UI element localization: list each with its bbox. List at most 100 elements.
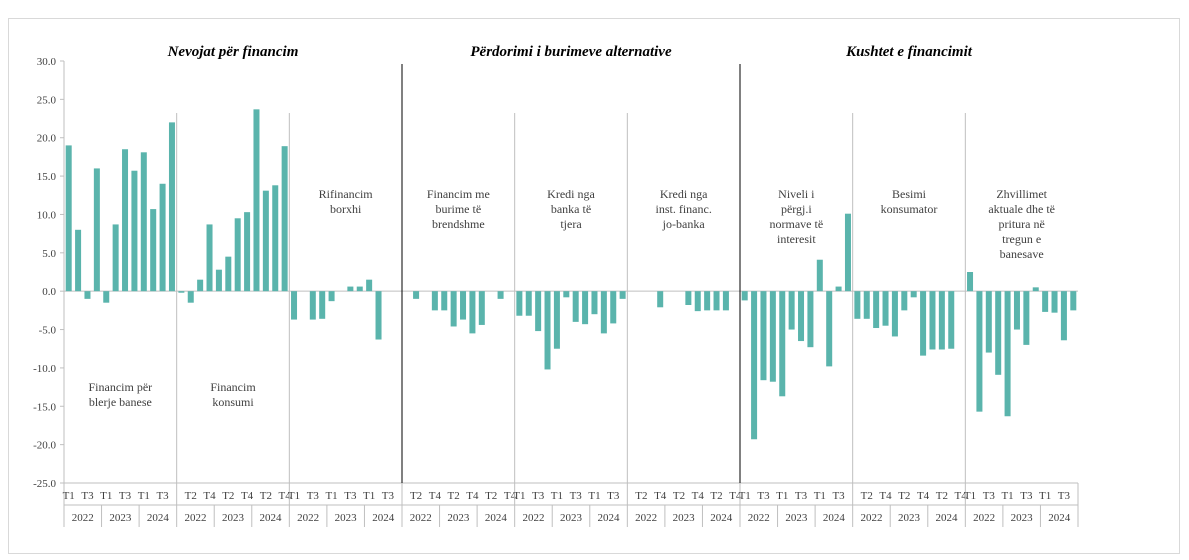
- x-tick-label: T1: [964, 490, 976, 502]
- x-tick-label: T4: [429, 490, 442, 502]
- x-tick-label: T1: [363, 490, 375, 502]
- bar: [882, 291, 889, 326]
- bar: [234, 218, 241, 292]
- bar: [328, 291, 335, 302]
- panel-label-line: konsumator: [881, 202, 938, 216]
- x-year-label: 2024: [936, 512, 959, 524]
- bar: [206, 224, 213, 292]
- bar: [760, 291, 767, 381]
- bar: [591, 291, 598, 315]
- bar: [112, 224, 119, 292]
- x-tick-label: T4: [504, 490, 517, 502]
- x-tick-label: T1: [63, 490, 75, 502]
- x-tick-label: T1: [814, 490, 826, 502]
- bar: [253, 109, 260, 292]
- x-tick-label: T4: [917, 490, 930, 502]
- x-year-label: 2024: [372, 512, 395, 524]
- y-tick-label: 15.0: [37, 171, 57, 183]
- x-tick-label: T3: [570, 490, 583, 502]
- x-tick-label: T3: [983, 490, 996, 502]
- x-year-label: 2023: [447, 512, 470, 524]
- bar: [751, 291, 758, 440]
- x-year-label: 2022: [522, 512, 544, 524]
- panel-label-line: Financim: [210, 380, 256, 394]
- panel-label-line: Zhvillimet: [996, 187, 1047, 201]
- x-tick-label: T4: [279, 490, 292, 502]
- y-tick-label: 0.0: [42, 286, 56, 298]
- x-tick-label: T2: [936, 490, 948, 502]
- bar: [704, 291, 711, 311]
- bar: [563, 291, 570, 298]
- y-tick-label: 10.0: [37, 209, 57, 221]
- panel-label-line: Financim me: [427, 187, 490, 201]
- x-tick-label: T3: [156, 490, 169, 502]
- bar: [319, 291, 326, 319]
- bar: [788, 291, 795, 330]
- x-year-label: 2022: [184, 512, 206, 524]
- panel-label-line: aktuale dhe të: [988, 202, 1055, 216]
- x-year-label: 2024: [710, 512, 733, 524]
- x-tick-label: T2: [673, 490, 685, 502]
- bar: [431, 291, 438, 311]
- x-tick-label: T2: [898, 490, 910, 502]
- panel-label: Financim me burime të brendshme: [427, 187, 490, 231]
- bar: [891, 291, 898, 337]
- y-tick-label: -15.0: [33, 401, 56, 413]
- y-tick-label: -20.0: [33, 440, 56, 452]
- x-year-label: 2022: [748, 512, 770, 524]
- x-year-label: 2023: [222, 512, 245, 524]
- bar: [178, 291, 185, 293]
- panel-label: Besimi konsumator: [881, 187, 938, 216]
- x-tick-label: T1: [739, 490, 751, 502]
- panel-label-line: borxhi: [330, 202, 362, 216]
- x-tick-label: T2: [448, 490, 460, 502]
- bar: [976, 291, 983, 412]
- bar: [168, 122, 175, 292]
- bar: [309, 291, 316, 320]
- bar: [93, 168, 100, 292]
- bar: [600, 291, 607, 334]
- bar: [366, 279, 373, 292]
- bar: [854, 291, 861, 319]
- x-year-label: 2022: [297, 512, 319, 524]
- panel-label: Zhvillimet aktuale dhe të pritura në tregun…: [988, 187, 1055, 261]
- x-tick-label: T3: [119, 490, 132, 502]
- x-tick-label: T4: [466, 490, 479, 502]
- bar: [84, 291, 91, 299]
- bar: [985, 291, 992, 353]
- bar: [356, 286, 363, 292]
- x-tick-label: T1: [288, 490, 300, 502]
- bar: [741, 291, 748, 301]
- bar: [1060, 291, 1067, 341]
- bar: [75, 229, 82, 292]
- bar: [460, 291, 467, 320]
- bar: [722, 291, 729, 311]
- bar: [835, 286, 842, 292]
- x-year-label: 2023: [335, 512, 358, 524]
- x-tick-label: T2: [260, 490, 272, 502]
- bar: [948, 291, 955, 349]
- x-tick-label: T1: [513, 490, 525, 502]
- bar: [901, 291, 908, 311]
- bar: [929, 291, 936, 350]
- x-year-label: 2022: [635, 512, 657, 524]
- group-title: Përdorimi i burimeve alternative: [470, 44, 672, 60]
- x-year-label: 2022: [410, 512, 432, 524]
- panel-label-line: tregun e: [1002, 232, 1041, 246]
- bar: [478, 291, 485, 325]
- panel-label-line: Besimi: [892, 187, 927, 201]
- group-title: Kushtet e financimit: [845, 44, 973, 60]
- x-year-label: 2023: [785, 512, 808, 524]
- panel-label-line: blerje banese: [89, 395, 152, 409]
- panel-label-line: Financim për: [89, 380, 153, 394]
- panel-label-line: normave të: [770, 217, 824, 231]
- bar: [131, 170, 138, 292]
- x-tick-label: T2: [710, 490, 722, 502]
- panel-label: Niveli i përgj.i normave të interesit: [770, 187, 824, 246]
- x-tick-label: T2: [185, 490, 197, 502]
- x-year-label: 2022: [860, 512, 882, 524]
- x-year-label: 2023: [560, 512, 583, 524]
- bar: [103, 291, 110, 303]
- x-tick-label: T3: [1020, 490, 1033, 502]
- x-year-label: 2022: [973, 512, 995, 524]
